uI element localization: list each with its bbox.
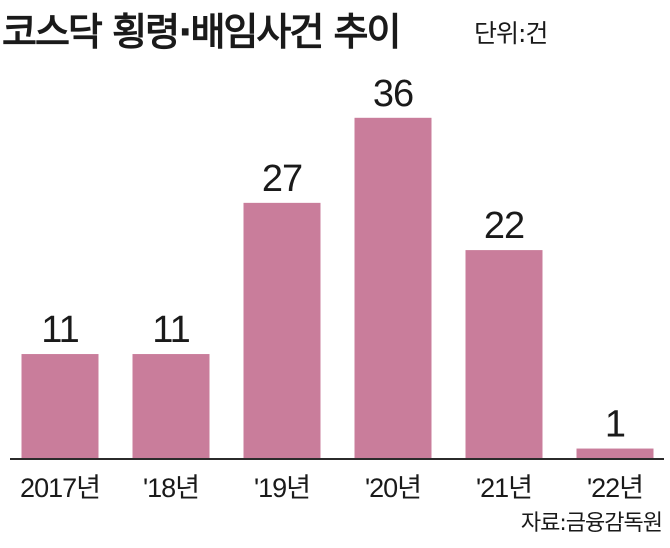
value-label-0: 11 [41,309,78,351]
value-label-5: 1 [605,404,625,446]
bar-3 [354,117,432,459]
x-tick-label-2: '19년 [254,473,310,503]
bar-2 [243,202,321,458]
x-tick-label-4: '21년 [476,473,532,503]
value-label-2: 27 [262,158,302,200]
value-label-3: 36 [373,73,413,115]
value-label-1: 11 [152,309,189,351]
x-tick-label-0: 2017년 [20,473,100,503]
bar-4 [465,250,543,458]
x-tick-label-3: '20년 [365,473,421,503]
x-tick-label-5: '22년 [587,473,643,503]
bar-0 [21,354,99,458]
chart-title: 코스닥 횡령·배임사건 추이 [2,10,401,54]
bar-1 [132,354,210,458]
source-note: 자료:금융감독원 [520,511,663,536]
bar-5 [576,448,654,458]
x-tick-label-1: '18년 [143,473,199,503]
unit-label: 단위:건 [474,19,548,48]
value-label-4: 22 [484,205,524,247]
